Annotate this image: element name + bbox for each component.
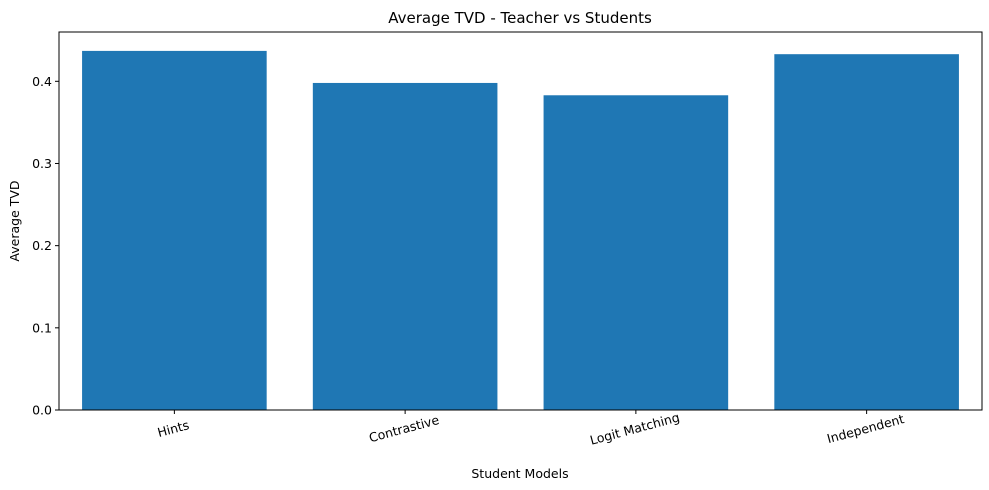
y-tick-label: 0.3 bbox=[32, 156, 52, 171]
plot-frame bbox=[58, 31, 983, 411]
chart-title: Average TVD - Teacher vs Students bbox=[388, 9, 652, 27]
y-axis: 0.0 0.1 0.2 0.3 0.4 bbox=[32, 74, 59, 418]
bars-group bbox=[82, 50, 959, 411]
bar-hints bbox=[82, 50, 267, 411]
bar-independent bbox=[774, 54, 959, 411]
y-tick-label: 0.4 bbox=[32, 74, 52, 89]
x-axis-title: Student Models bbox=[471, 466, 568, 481]
y-tick-label: 0.2 bbox=[32, 238, 52, 253]
bar-contrastive bbox=[312, 82, 498, 411]
y-tick-label: 0.1 bbox=[32, 320, 52, 335]
bar-logit-matching bbox=[543, 95, 729, 410]
y-tick-label: 0.0 bbox=[32, 403, 52, 418]
y-axis-title: Average TVD bbox=[7, 180, 22, 261]
